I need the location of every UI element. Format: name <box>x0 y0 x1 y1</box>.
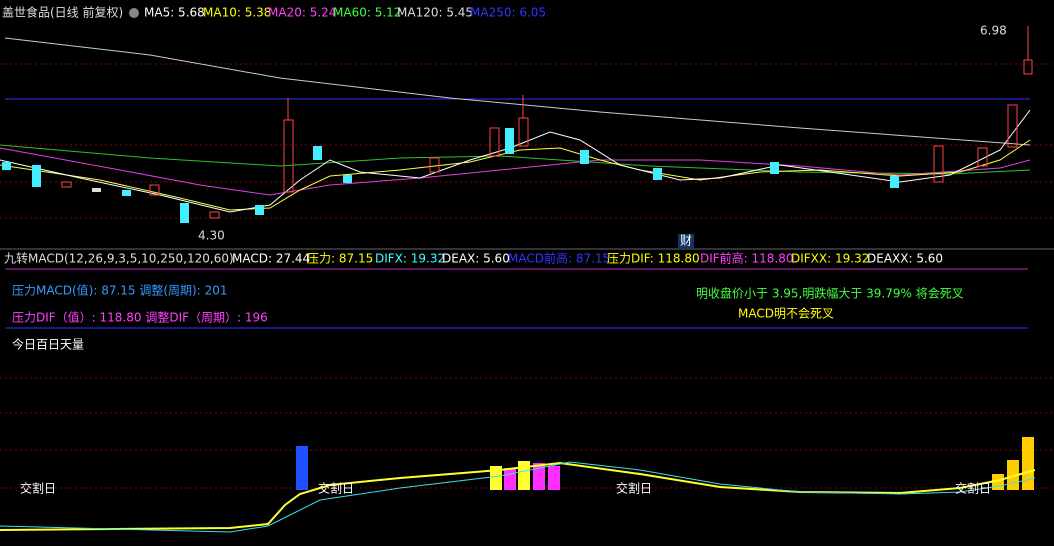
candle <box>505 128 514 154</box>
delivery-marker: 交割日 <box>318 481 354 496</box>
indicator-value: DIFXX: 19.32 <box>791 252 869 266</box>
bar <box>548 466 560 490</box>
candle <box>1007 104 1018 148</box>
candles <box>2 26 1033 223</box>
candle <box>2 162 11 170</box>
note: MACD明不会死叉 <box>738 307 834 321</box>
ma-line <box>4 37 1031 146</box>
candle <box>890 176 899 188</box>
candle <box>122 190 131 196</box>
info-line: 压力MACD(值): 87.15 调整(周期): 201 <box>12 283 228 298</box>
bar <box>490 466 502 490</box>
marker-box[interactable] <box>678 234 694 248</box>
ma-line <box>0 139 1031 211</box>
bar <box>296 446 308 490</box>
bar <box>518 461 530 490</box>
marker: 财 <box>680 234 692 248</box>
candle <box>92 188 101 192</box>
candle <box>489 127 500 157</box>
bar <box>504 468 516 490</box>
indicator-value: DEAX: 5.60 <box>442 252 510 266</box>
indicator-value: DIFX: 19.32 <box>375 252 445 266</box>
ma-label: MA10: 5.38 <box>203 6 271 20</box>
ma-line <box>0 144 1031 175</box>
candle <box>653 168 662 180</box>
ma-label: MA250: 6.05 <box>470 6 546 20</box>
high-label: 6.98 <box>980 24 1007 38</box>
candle <box>770 162 779 174</box>
note: 明收盘价小于 3.95,明跌幅大于 39.79% 将会死叉 <box>696 286 964 301</box>
candle <box>343 175 352 183</box>
candle <box>977 147 988 167</box>
volume-note: 今日百日天量 <box>12 337 84 352</box>
indicator-value: DEAXX: 5.60 <box>867 252 943 266</box>
dropdown[interactable] <box>129 8 139 18</box>
ma-label: MA120: 5.45 <box>397 6 473 20</box>
indicator-title: 九转MACD(12,26,9,3,5,10,250,120,60) <box>4 251 234 266</box>
indicator-value: MACD: 27.44 <box>232 252 310 266</box>
delivery-marker: 交割日 <box>616 481 652 496</box>
candle <box>32 165 41 187</box>
dif-line <box>0 461 1036 531</box>
ma-line <box>0 147 1031 196</box>
candle <box>580 150 589 164</box>
candle <box>429 157 440 173</box>
indicator-value: 压力: 87.15 <box>307 252 373 266</box>
candle <box>255 205 264 215</box>
ma-label: MA5: 5.68 <box>144 6 205 20</box>
indicator-value: 压力DIF: 118.80 <box>607 252 700 266</box>
info-line: 压力DIF（值）: 118.80 调整DIF（周期）: 196 <box>12 310 268 325</box>
candle <box>933 145 944 183</box>
delivery-marker: 交割日 <box>20 481 56 496</box>
candle <box>313 146 322 160</box>
candle <box>209 211 220 219</box>
candle <box>180 203 189 223</box>
bar <box>533 463 545 490</box>
dea-line <box>0 461 1036 533</box>
low-label: 4.30 <box>198 229 225 243</box>
candle <box>149 184 160 196</box>
candle <box>61 181 72 188</box>
ma-line <box>0 109 1031 213</box>
ma-label: MA20: 5.24 <box>268 6 336 20</box>
histogram <box>296 437 1034 490</box>
ma-label: MA60: 5.12 <box>333 6 401 20</box>
stock-name: 盖世食品(日线 前复权) <box>2 5 123 20</box>
bar <box>1022 437 1034 490</box>
indicator-value: MACD前高: 87.15 <box>508 251 610 266</box>
indicator-value: DIF前高: 118.80 <box>700 251 794 266</box>
delivery-marker: 交割日 <box>955 481 991 496</box>
